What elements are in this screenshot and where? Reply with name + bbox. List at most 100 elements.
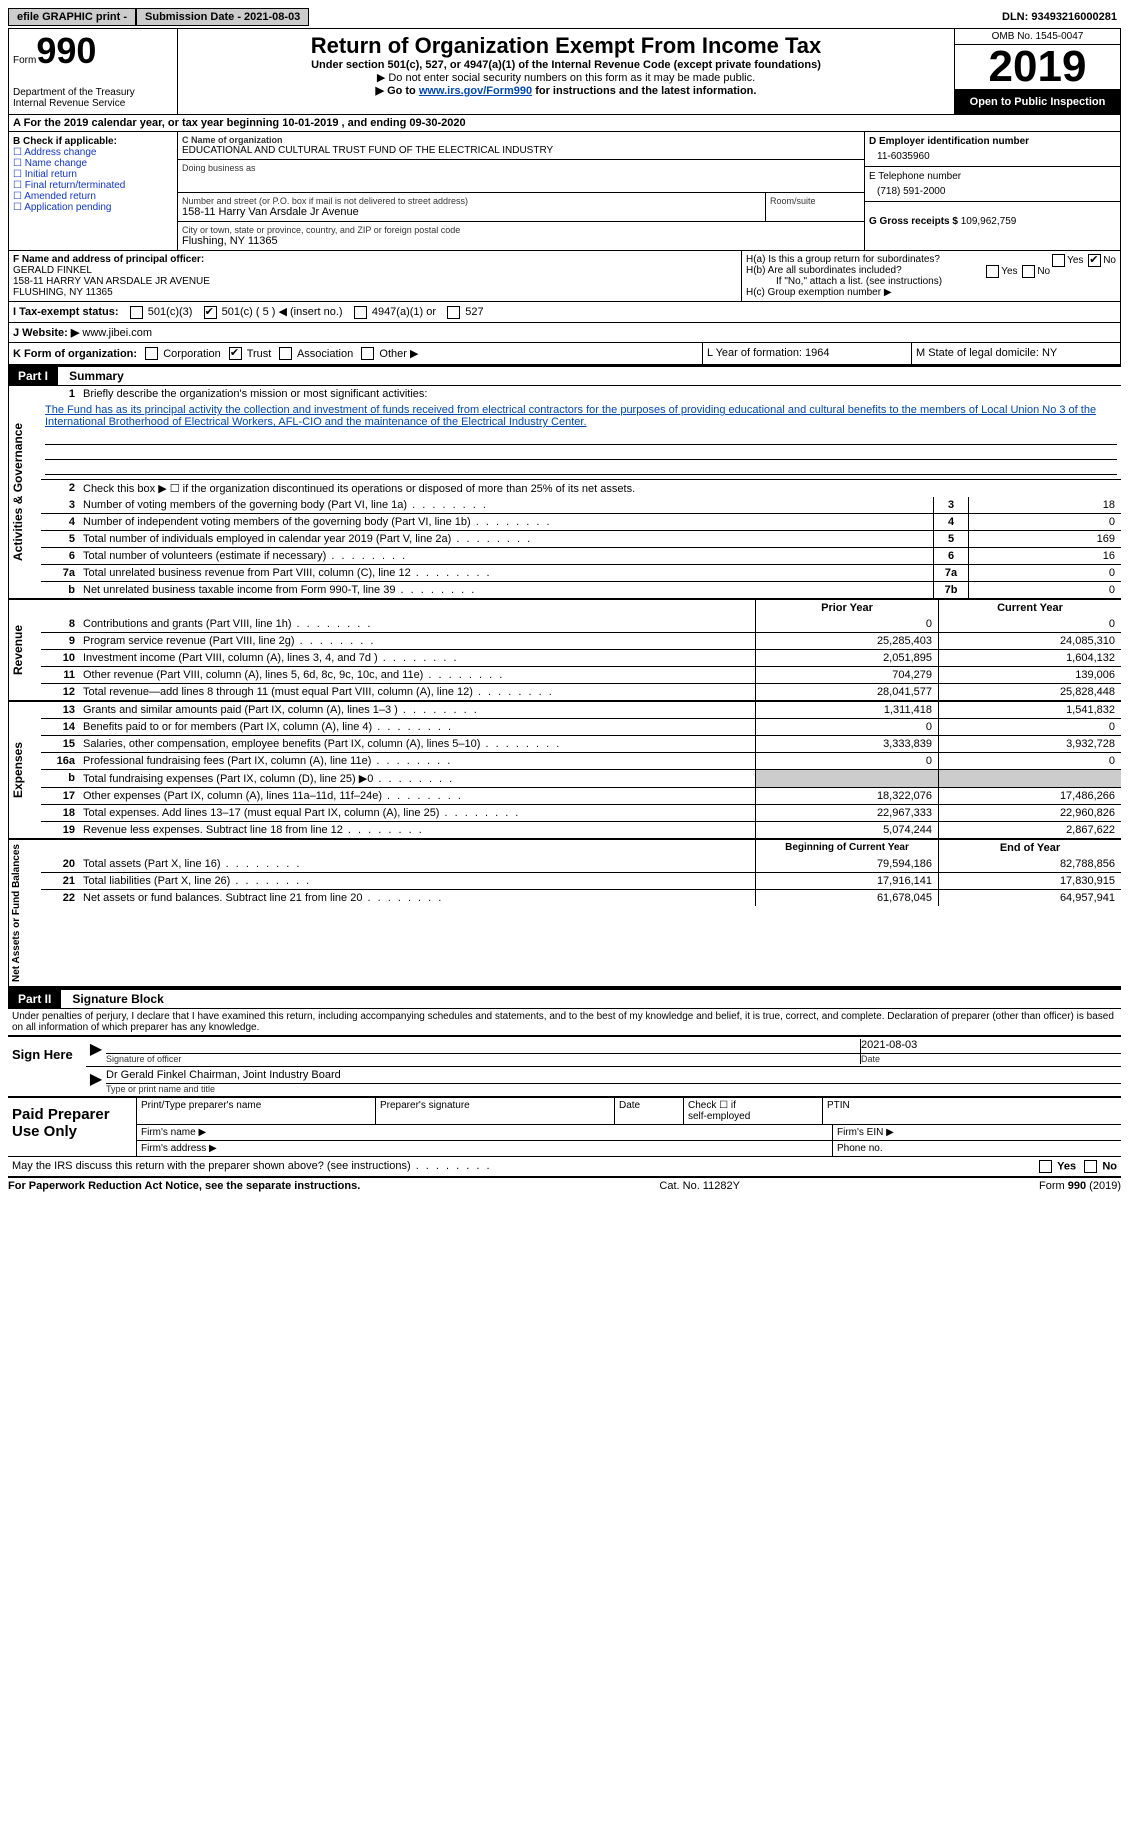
footer: For Paperwork Reduction Act Notice, see … bbox=[8, 1176, 1121, 1192]
footer-mid: Cat. No. 11282Y bbox=[659, 1180, 740, 1192]
opt-527: 527 bbox=[465, 306, 483, 318]
prep-date-label: Date bbox=[615, 1098, 684, 1124]
dba-label: Doing business as bbox=[182, 163, 860, 173]
col-h-group: H(a) Is this a group return for subordin… bbox=[741, 251, 1120, 301]
addr-box: Number and street (or P.O. box if mail i… bbox=[178, 193, 864, 222]
form-header: Form990 Department of the Treasury Inter… bbox=[9, 29, 1120, 114]
expenses-section: Expenses 13 Grants and similar amounts p… bbox=[8, 702, 1121, 840]
chk-ha-no[interactable] bbox=[1088, 254, 1101, 267]
phone-box: E Telephone number (718) 591-2000 bbox=[865, 167, 1120, 202]
revenue-section: Revenue Prior Year Current Year 8 Contri… bbox=[8, 600, 1121, 702]
phone-label: E Telephone number bbox=[869, 171, 1116, 182]
line-b: b Total fundraising expenses (Part IX, c… bbox=[41, 769, 1121, 787]
firm-phone-label: Phone no. bbox=[833, 1141, 1121, 1156]
row-i-tax-status: I Tax-exempt status: 501(c)(3) 501(c) ( … bbox=[9, 301, 1120, 322]
line-17: 17 Other expenses (Part IX, column (A), … bbox=[41, 787, 1121, 804]
chk-trust[interactable] bbox=[229, 347, 242, 360]
hc-row: H(c) Group exemption number ▶ bbox=[746, 287, 1116, 298]
chk-other[interactable] bbox=[361, 347, 374, 360]
sig-arrow-2: ▶ bbox=[86, 1069, 106, 1094]
line-9: 9 Program service revenue (Part VIII, li… bbox=[41, 632, 1121, 649]
prep-sig-label: Preparer's signature bbox=[376, 1098, 615, 1124]
chk-application-pending[interactable]: ☐ Application pending bbox=[13, 202, 173, 213]
opt-other: Other ▶ bbox=[379, 348, 418, 360]
j-label: J Website: ▶ bbox=[13, 327, 79, 339]
part1-tag: Part I bbox=[8, 367, 58, 385]
ssn-note: Do not enter social security numbers on … bbox=[182, 71, 950, 84]
col-b-checkboxes: B Check if applicable: ☐ Address change … bbox=[9, 132, 178, 250]
gov-line-3: 3 Number of voting members of the govern… bbox=[41, 497, 1121, 513]
col-f-officer: F Name and address of principal officer:… bbox=[9, 251, 741, 301]
dba-box: Doing business as bbox=[178, 160, 864, 193]
opt-assoc: Association bbox=[297, 348, 353, 360]
submission-date-button[interactable]: Submission Date - 2021-08-03 bbox=[136, 8, 309, 26]
gross-box: G Gross receipts $ 109,962,759 bbox=[865, 202, 1120, 231]
c-label: C Name of organization bbox=[182, 135, 860, 145]
firm-ein-label: Firm's EIN ▶ bbox=[833, 1125, 1121, 1140]
sig-name-label: Type or print name and title bbox=[106, 1084, 1121, 1094]
chk-corp[interactable] bbox=[145, 347, 158, 360]
gov-line-7b: b Net unrelated business taxable income … bbox=[41, 581, 1121, 598]
chk-527[interactable] bbox=[447, 306, 460, 319]
room-label: Room/suite bbox=[770, 196, 860, 206]
prep-selfemp-label: Check ☐ ifself-employed bbox=[684, 1098, 823, 1124]
row-f-h: F Name and address of principal officer:… bbox=[9, 250, 1120, 301]
gov-line-5: 5 Total number of individuals employed i… bbox=[41, 530, 1121, 547]
chk-ha-yes[interactable] bbox=[1052, 254, 1065, 267]
vtab-netassets: Net Assets or Fund Balances bbox=[8, 840, 41, 986]
l1-label: Briefly describe the organization's miss… bbox=[79, 386, 1121, 402]
chk-final-return[interactable]: ☐ Final return/terminated bbox=[13, 180, 173, 191]
dln-label: DLN: 93493216000281 bbox=[998, 9, 1121, 25]
line-13: 13 Grants and similar amounts paid (Part… bbox=[41, 702, 1121, 718]
col-d-ein-phone: D Employer identification number 11-6035… bbox=[864, 132, 1120, 250]
col-c-org-info: C Name of organization EDUCATIONAL AND C… bbox=[178, 132, 864, 250]
ein-box: D Employer identification number 11-6035… bbox=[865, 132, 1120, 167]
irs-link[interactable]: www.irs.gov/Form990 bbox=[419, 85, 532, 97]
chk-assoc[interactable] bbox=[279, 347, 292, 360]
tax-year: 2019 bbox=[955, 45, 1120, 90]
chk-discuss-yes[interactable] bbox=[1039, 1160, 1052, 1173]
ein-value: 11-6035960 bbox=[869, 147, 1116, 162]
opt-501c: 501(c) ( 5 ) ◀ (insert no.) bbox=[222, 306, 343, 318]
gov-line-7a: 7a Total unrelated business revenue from… bbox=[41, 564, 1121, 581]
chk-501c[interactable] bbox=[204, 306, 217, 319]
org-name: EDUCATIONAL AND CULTURAL TRUST FUND OF T… bbox=[182, 145, 860, 156]
chk-hb-yes[interactable] bbox=[986, 265, 999, 278]
mission-link[interactable]: The Fund has as its principal activity t… bbox=[45, 404, 1096, 428]
dept-treasury: Department of the Treasury bbox=[13, 87, 173, 98]
mission-text: The Fund has as its principal activity t… bbox=[41, 402, 1121, 430]
line-15: 15 Salaries, other compensation, employe… bbox=[41, 735, 1121, 752]
efile-print-button[interactable]: efile GRAPHIC print - bbox=[8, 8, 136, 26]
row-k-form-org: K Form of organization: Corporation Trus… bbox=[9, 342, 1120, 365]
line-20: 20 Total assets (Part X, line 16) 79,594… bbox=[41, 856, 1121, 872]
chk-discuss-no[interactable] bbox=[1084, 1160, 1097, 1173]
part2-tag: Part II bbox=[8, 990, 61, 1008]
form-label: Form bbox=[13, 55, 36, 66]
chk-4947[interactable] bbox=[354, 306, 367, 319]
part1-title: Summary bbox=[61, 369, 124, 383]
i-label: I Tax-exempt status: bbox=[13, 306, 119, 318]
gross-value: 109,962,759 bbox=[961, 216, 1017, 227]
officer-name: GERALD FINKEL bbox=[13, 265, 737, 276]
opt-trust: Trust bbox=[247, 348, 272, 360]
form-container: Form990 Department of the Treasury Inter… bbox=[8, 28, 1121, 365]
paid-preparer-block: Paid Preparer Use Only Print/Type prepar… bbox=[8, 1096, 1121, 1156]
city-value: Flushing, NY 11365 bbox=[182, 235, 860, 247]
chk-501c3[interactable] bbox=[130, 306, 143, 319]
chk-hb-no[interactable] bbox=[1022, 265, 1035, 278]
form-number: 990 bbox=[36, 30, 96, 71]
declaration-text: Under penalties of perjury, I declare th… bbox=[8, 1009, 1121, 1036]
chk-address-change[interactable]: ☐ Address change bbox=[13, 147, 173, 158]
blank-line-3 bbox=[45, 460, 1117, 475]
ha-label: H(a) Is this a group return for subordin… bbox=[746, 254, 940, 265]
line-21: 21 Total liabilities (Part X, line 26) 1… bbox=[41, 872, 1121, 889]
part2-title: Signature Block bbox=[64, 992, 163, 1006]
line-22: 22 Net assets or fund balances. Subtract… bbox=[41, 889, 1121, 906]
blank-line-1 bbox=[45, 430, 1117, 445]
vtab-expenses: Expenses bbox=[8, 702, 41, 838]
header-left: Form990 Department of the Treasury Inter… bbox=[9, 29, 178, 114]
header-right: OMB No. 1545-0047 2019 Open to Public In… bbox=[954, 29, 1120, 114]
chk-name-change[interactable]: ☐ Name change bbox=[13, 158, 173, 169]
chk-initial-return[interactable]: ☐ Initial return bbox=[13, 169, 173, 180]
chk-amended-return[interactable]: ☐ Amended return bbox=[13, 191, 173, 202]
